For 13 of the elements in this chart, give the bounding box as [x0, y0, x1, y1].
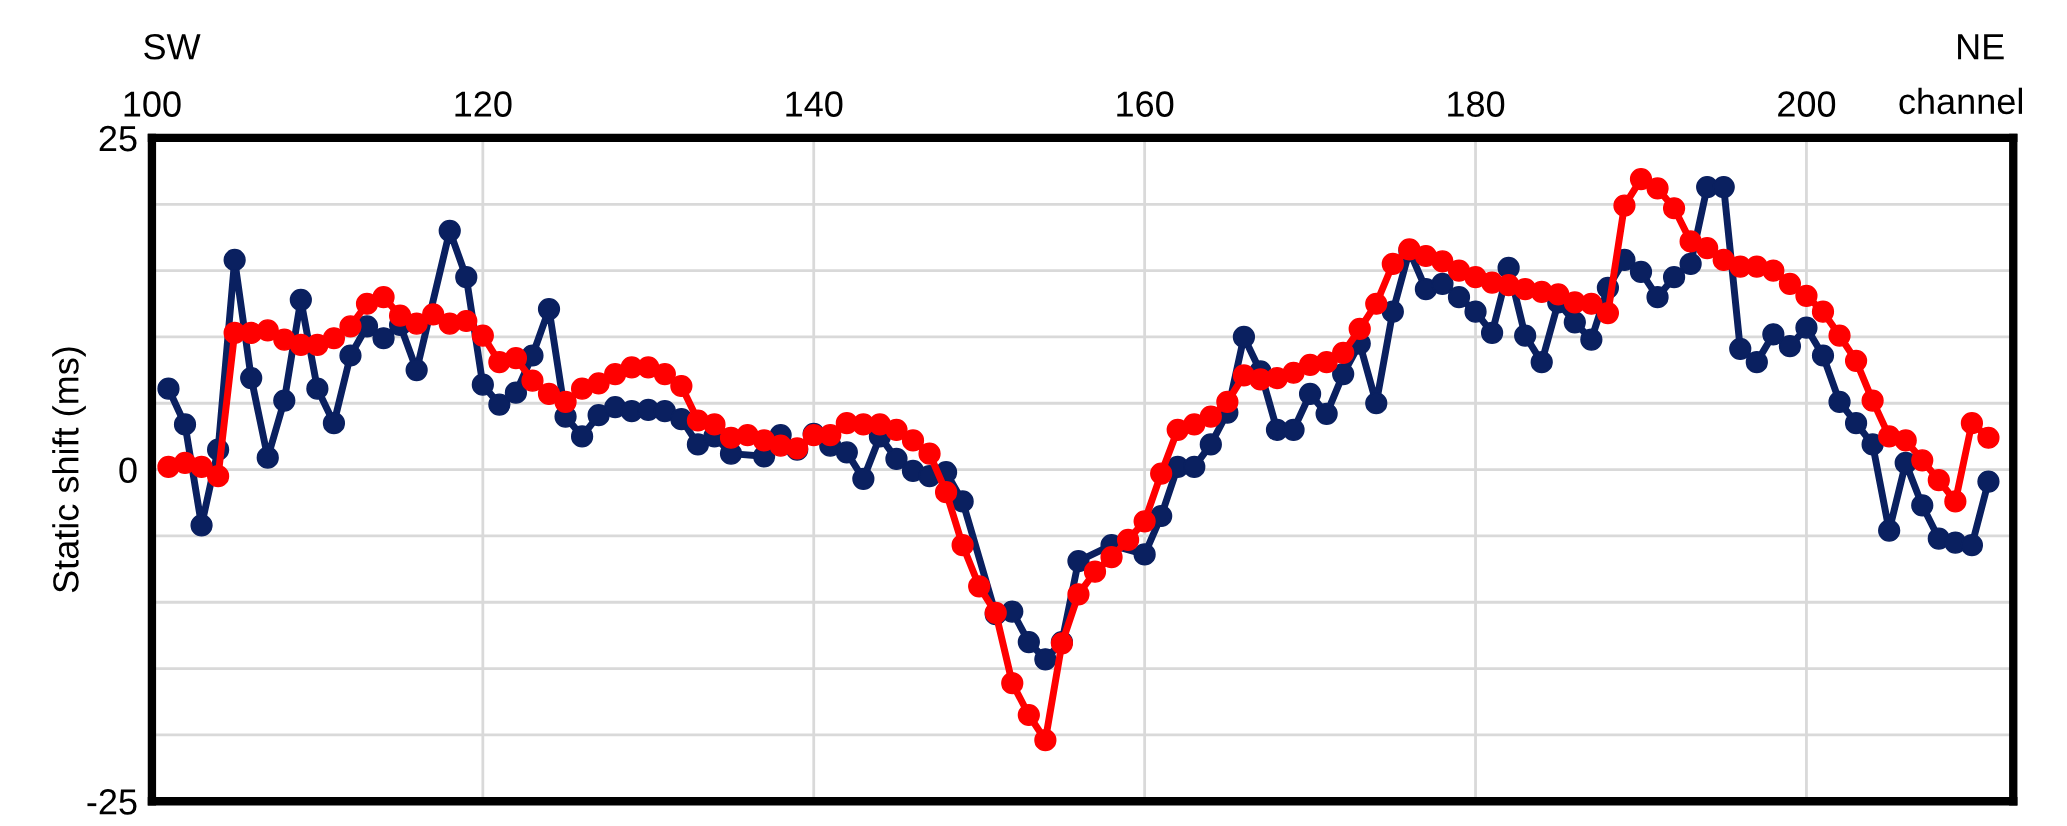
- x-tick-label: 100: [124, 91, 181, 117]
- y-tick-label: 0: [119, 457, 137, 484]
- text: NE: [1958, 34, 2004, 60]
- y-tick-label: -25: [87, 789, 137, 815]
- x-tick-label: 180: [1448, 91, 1505, 117]
- y-tick-label: 25: [99, 125, 137, 152]
- y-axis-title: Static shift (ms): [52, 347, 86, 593]
- x-tick-label: 200: [1778, 91, 1836, 117]
- text: SW: [144, 33, 201, 60]
- x-axis-title: channel: [1899, 87, 2022, 115]
- x-tick-label: 120: [455, 91, 512, 117]
- x-tick-label: 140: [786, 91, 843, 117]
- x-tick-label: 160: [1117, 91, 1174, 117]
